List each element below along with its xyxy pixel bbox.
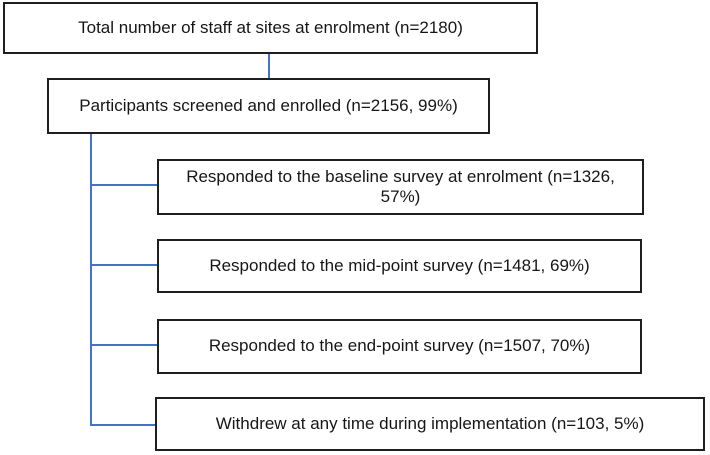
flow-box-withdrew: Withdrew at any time during implementati…: [155, 397, 705, 451]
connector-trunk-vertical: [90, 134, 92, 426]
flow-box-total-staff: Total number of staff at sites at enrolm…: [3, 2, 538, 54]
flow-box-baseline-survey: Responded to the baseline survey at enro…: [157, 159, 644, 215]
flow-box-midpoint-survey: Responded to the mid-point survey (n=148…: [157, 239, 642, 293]
connector-branch-endpoint: [92, 344, 157, 346]
flow-box-endpoint-survey: Responded to the end-point survey (n=150…: [157, 319, 642, 374]
connector-total-to-screened: [268, 54, 270, 78]
connector-branch-withdrew: [92, 424, 157, 426]
connector-branch-baseline: [92, 184, 157, 186]
connector-branch-midpoint: [92, 264, 157, 266]
flow-box-screened-enrolled: Participants screened and enrolled (n=21…: [47, 78, 490, 134]
